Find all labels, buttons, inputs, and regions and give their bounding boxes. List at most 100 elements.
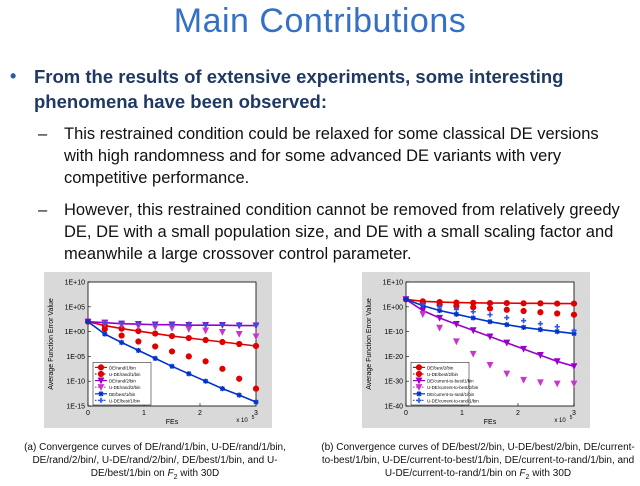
legend-marker xyxy=(416,391,422,397)
legend-label: DE/best/2/bin xyxy=(427,365,454,370)
y-tick-label: 1E-10 xyxy=(66,379,85,386)
data-point xyxy=(453,306,459,312)
data-point xyxy=(504,322,510,328)
data-point xyxy=(102,331,108,337)
caption-right-func: F xyxy=(519,468,526,479)
legend-label: U-DE/rand/2/bin xyxy=(109,385,141,390)
data-point xyxy=(119,320,125,326)
data-point xyxy=(571,327,577,333)
data-point xyxy=(236,340,243,348)
data-point xyxy=(185,334,192,342)
data-point xyxy=(218,328,226,336)
data-point xyxy=(168,348,176,355)
data-point xyxy=(168,332,176,340)
x-scale-exponent: 5 xyxy=(570,415,573,421)
legend-marker xyxy=(415,364,423,371)
y-tick-label: 1E+10 xyxy=(65,280,86,287)
caption-left-post: with 30D xyxy=(177,468,220,479)
y-tick-label: 1E-20 xyxy=(384,354,403,361)
data-point xyxy=(452,321,460,328)
chart-left: 1E+10 1E+05 1E+00 1E-05 1E-10 1E-150 1 2 3 FEs Ave… xyxy=(44,272,272,428)
series xyxy=(419,311,578,388)
data-point xyxy=(470,315,476,321)
data-point xyxy=(118,332,125,339)
legend-label: DE/current-to-best/1/bin xyxy=(427,379,474,384)
data-point xyxy=(537,300,544,307)
data-point xyxy=(436,314,444,322)
data-point xyxy=(503,306,510,313)
x-tick-label: 0 xyxy=(86,410,90,417)
legend-label: DE/best/1/bin xyxy=(109,392,136,397)
subpoint-text: However, this restrained condition canno… xyxy=(64,201,620,263)
data-point xyxy=(503,370,511,378)
caption-left-sub: 2 xyxy=(173,474,178,481)
data-point xyxy=(537,321,543,327)
data-point xyxy=(537,327,543,333)
data-point xyxy=(252,333,260,341)
data-point xyxy=(504,315,510,321)
caption-right: (b) Convergence curves of DE/best/2/bin,… xyxy=(318,441,638,484)
data-point xyxy=(470,309,476,315)
x-tick-label: 2 xyxy=(516,410,520,417)
data-point xyxy=(520,300,527,307)
data-point xyxy=(202,358,209,365)
data-point xyxy=(437,304,443,310)
data-point xyxy=(487,312,493,318)
legend-label: DE/rand/1/bin xyxy=(109,365,136,370)
data-point xyxy=(152,321,158,327)
legend-marker xyxy=(416,397,422,403)
x-axis-label: FEs xyxy=(484,419,497,426)
data-point xyxy=(403,296,409,302)
data-point xyxy=(520,376,528,384)
x-tick-label: 3 xyxy=(572,410,576,417)
y-tick-label: 1E-15 xyxy=(66,404,85,411)
data-point xyxy=(203,378,209,384)
series xyxy=(419,299,578,318)
data-point xyxy=(554,329,560,335)
series xyxy=(402,296,578,371)
legend-marker xyxy=(97,384,105,391)
data-point xyxy=(119,339,125,346)
data-point xyxy=(236,375,243,382)
series xyxy=(102,320,259,328)
data-point xyxy=(219,386,225,392)
x-axis-label: FEs xyxy=(166,419,179,426)
data-point xyxy=(521,324,527,330)
data-point xyxy=(252,342,260,350)
caption-right-text: (b) Convergence curves of DE/best/2/bin,… xyxy=(321,442,635,479)
data-point xyxy=(186,371,192,377)
data-point xyxy=(420,301,426,307)
subpoint-1: – This restrained condition could be rel… xyxy=(38,123,630,189)
x-tick-label: 3 xyxy=(254,410,258,417)
data-point xyxy=(219,338,226,346)
y-tick-label: 1E+10 xyxy=(383,280,404,287)
data-point xyxy=(436,324,444,332)
chart-right: 1E+10 1E+00 1E-10 1E-20 1E-30 1E-400 1 2 3 FEs Ave… xyxy=(362,272,590,428)
y-axis-label: Average Function Error Value xyxy=(48,298,55,390)
x-scale-exponent: 5 xyxy=(252,415,255,421)
data-point xyxy=(469,327,477,335)
caption-right-post: with 30D xyxy=(529,468,572,479)
data-point xyxy=(503,299,510,307)
data-point xyxy=(135,347,141,354)
subpoint-marker: – xyxy=(38,201,48,219)
series xyxy=(402,296,578,307)
data-point xyxy=(186,321,192,327)
data-point xyxy=(536,352,544,359)
data-point xyxy=(152,355,158,361)
subpoint-marker: – xyxy=(38,125,48,143)
data-point xyxy=(537,309,544,316)
data-point xyxy=(570,300,578,307)
data-point xyxy=(570,363,578,371)
x-tick-label: 1 xyxy=(142,410,146,417)
data-point xyxy=(503,339,511,347)
x-scale-label: x 10 xyxy=(236,418,248,424)
data-point xyxy=(219,365,226,372)
x-tick-label: 0 xyxy=(404,410,408,417)
data-point xyxy=(252,385,260,392)
data-point xyxy=(553,358,561,366)
data-point xyxy=(236,322,242,328)
data-point xyxy=(554,310,561,317)
y-tick-label: 1E-30 xyxy=(384,379,403,386)
data-point xyxy=(486,305,494,312)
